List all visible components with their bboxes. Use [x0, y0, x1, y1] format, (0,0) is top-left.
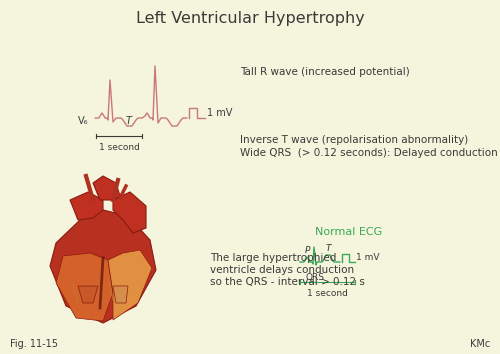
Polygon shape	[70, 192, 103, 220]
Polygon shape	[78, 286, 98, 303]
Text: 1 mV: 1 mV	[356, 253, 380, 263]
Text: Tall R wave (increased potential): Tall R wave (increased potential)	[240, 67, 410, 77]
Text: Wide QRS  (> 0.12 seconds): Delayed conduction: Wide QRS (> 0.12 seconds): Delayed condu…	[240, 148, 498, 158]
Text: Inverse T wave (repolarisation abnormality): Inverse T wave (repolarisation abnormali…	[240, 135, 468, 145]
Text: T: T	[126, 116, 132, 126]
Text: QRS: QRS	[306, 273, 324, 282]
Text: T: T	[325, 244, 331, 253]
Text: P: P	[304, 246, 310, 255]
Text: so the QRS - interval > 0.12 s: so the QRS - interval > 0.12 s	[210, 277, 365, 287]
Text: 1 second: 1 second	[306, 289, 348, 298]
Text: V₆: V₆	[78, 116, 88, 126]
Text: Normal ECG: Normal ECG	[315, 227, 382, 237]
Text: The large hypertrophied: The large hypertrophied	[210, 253, 336, 263]
Polygon shape	[113, 286, 128, 303]
Text: 1 mV: 1 mV	[207, 108, 233, 118]
Polygon shape	[113, 192, 146, 233]
Polygon shape	[93, 176, 120, 200]
Text: ventricle delays conduction: ventricle delays conduction	[210, 265, 354, 275]
Text: Fig. 11-15: Fig. 11-15	[10, 339, 58, 349]
Text: 1 second: 1 second	[98, 143, 140, 152]
Text: KMc: KMc	[470, 339, 490, 349]
Text: Left Ventricular Hypertrophy: Left Ventricular Hypertrophy	[136, 11, 364, 25]
Polygon shape	[50, 210, 156, 323]
Polygon shape	[108, 250, 152, 320]
Polygon shape	[56, 253, 113, 321]
